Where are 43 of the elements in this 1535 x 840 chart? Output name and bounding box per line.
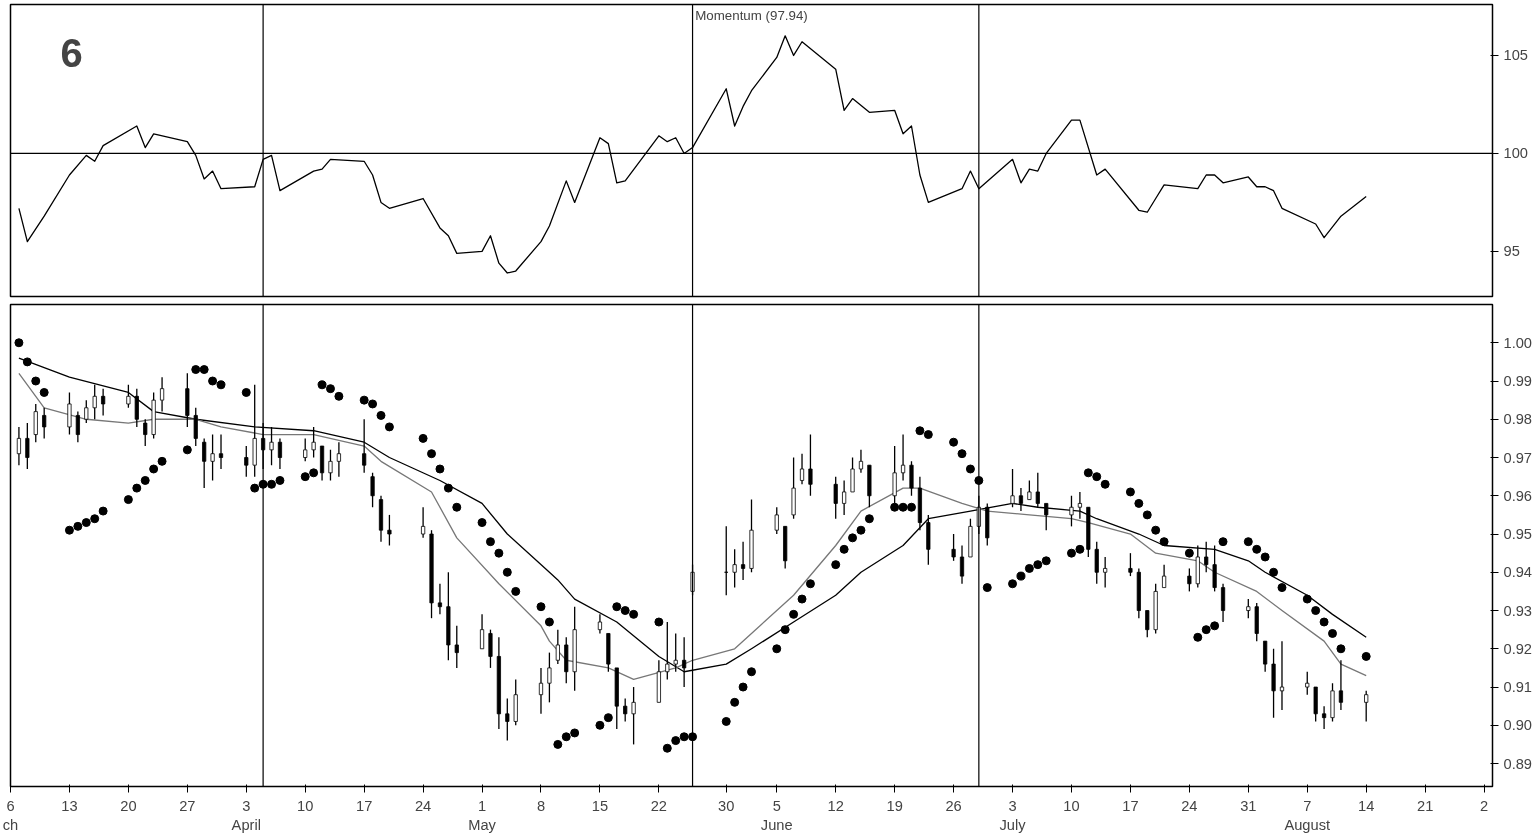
x-tick-label: 24: [1181, 797, 1198, 814]
y-tick-label: 0.94: [1503, 564, 1533, 581]
y-tick-label: 0.93: [1503, 602, 1533, 619]
y-tick-label: 0.99: [1503, 373, 1533, 390]
x-tick-label: 10: [297, 797, 314, 814]
y-tick-label: 0.96: [1503, 487, 1533, 504]
x-tick-label: 3 July: [999, 797, 1027, 833]
y-tick-label: 1.00: [1503, 334, 1533, 351]
x-tick-label: 22: [650, 797, 668, 814]
chart-title: Momentum (97.94): [695, 7, 808, 23]
x-tick-label: 1 May: [468, 797, 497, 833]
y-tick-label: 100: [1503, 145, 1528, 162]
x-tick-label: 8: [536, 797, 546, 814]
x-tick-label: 17: [356, 797, 373, 814]
x-tick-label: 21: [1416, 797, 1434, 814]
y-tick-label: 0.91: [1503, 679, 1533, 696]
y-tick-label: 0.98: [1503, 411, 1533, 428]
x-tick-label: 20: [120, 797, 137, 814]
y-tick-label: 0.95: [1503, 526, 1533, 543]
y-tick-label: 0.90: [1503, 717, 1533, 734]
x-tick-label: 27: [179, 797, 196, 814]
x-tick-label: 24: [414, 797, 432, 814]
y-tick-label: 105: [1503, 47, 1528, 64]
x-tick-label: 31: [1240, 797, 1257, 814]
y-tick-label: 0.97: [1503, 449, 1533, 466]
x-tick-label: 10: [1063, 797, 1080, 814]
x-tick-label: 5 June: [760, 797, 793, 833]
x-tick-label: 7 August: [1284, 797, 1331, 833]
x-tick-label: 26: [945, 797, 962, 814]
x-tick-label: 13: [61, 797, 78, 814]
x-tick-label: 15: [591, 797, 609, 814]
y-tick-label: 95: [1503, 243, 1520, 260]
x-tick-label: 17: [1122, 797, 1139, 814]
x-tick-label: 30: [718, 797, 735, 814]
x-tick-label: 3 April: [231, 797, 261, 833]
y-tick-label: 0.92: [1503, 640, 1533, 657]
x-tick-label: 12: [827, 797, 844, 814]
x-tick-label: 6 ch: [2, 797, 19, 833]
x-tick-label: 19: [886, 797, 903, 814]
x-tick-label: 14: [1358, 797, 1375, 814]
annotation: 6: [60, 30, 83, 75]
y-tick-label: 0.89: [1503, 755, 1533, 772]
x-tick-label: 2: [1480, 797, 1489, 814]
